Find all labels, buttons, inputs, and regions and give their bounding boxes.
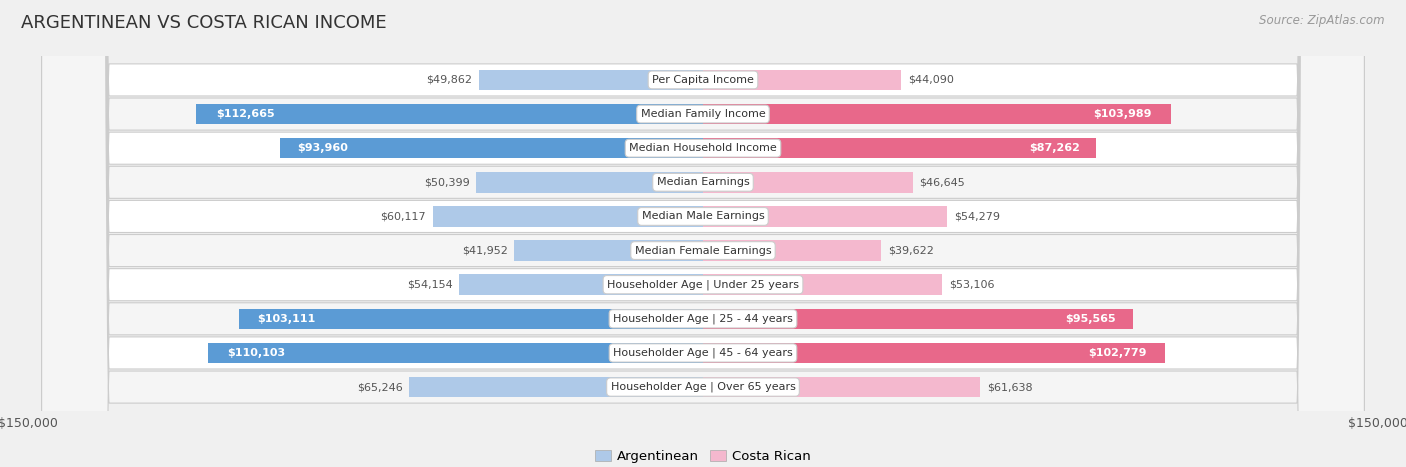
Text: $54,279: $54,279 bbox=[953, 212, 1000, 221]
Text: $103,989: $103,989 bbox=[1094, 109, 1152, 119]
Text: $95,565: $95,565 bbox=[1066, 314, 1116, 324]
Bar bbox=[703, 104, 1171, 124]
Bar bbox=[280, 138, 703, 158]
FancyBboxPatch shape bbox=[42, 0, 1364, 467]
Bar bbox=[703, 70, 901, 90]
FancyBboxPatch shape bbox=[42, 0, 1364, 467]
Bar bbox=[703, 309, 1133, 329]
Legend: Argentinean, Costa Rican: Argentinean, Costa Rican bbox=[589, 445, 817, 467]
Text: Median Female Earnings: Median Female Earnings bbox=[634, 246, 772, 255]
Bar bbox=[409, 377, 703, 397]
FancyBboxPatch shape bbox=[42, 0, 1364, 467]
Text: $93,960: $93,960 bbox=[297, 143, 349, 153]
Text: $50,399: $50,399 bbox=[423, 177, 470, 187]
Bar bbox=[460, 275, 703, 295]
Text: $44,090: $44,090 bbox=[908, 75, 955, 85]
Text: $54,154: $54,154 bbox=[406, 280, 453, 290]
Text: Median Family Income: Median Family Income bbox=[641, 109, 765, 119]
Bar bbox=[703, 343, 1166, 363]
Text: $112,665: $112,665 bbox=[217, 109, 276, 119]
Text: Median Male Earnings: Median Male Earnings bbox=[641, 212, 765, 221]
Bar bbox=[703, 275, 942, 295]
Text: $87,262: $87,262 bbox=[1029, 143, 1080, 153]
Text: $41,952: $41,952 bbox=[461, 246, 508, 255]
Text: Source: ZipAtlas.com: Source: ZipAtlas.com bbox=[1260, 14, 1385, 27]
FancyBboxPatch shape bbox=[42, 0, 1364, 467]
Text: Householder Age | 25 - 44 years: Householder Age | 25 - 44 years bbox=[613, 313, 793, 324]
Bar bbox=[703, 138, 1095, 158]
Bar bbox=[703, 377, 980, 397]
Text: Householder Age | 45 - 64 years: Householder Age | 45 - 64 years bbox=[613, 348, 793, 358]
Bar bbox=[477, 172, 703, 192]
FancyBboxPatch shape bbox=[42, 0, 1364, 467]
FancyBboxPatch shape bbox=[42, 0, 1364, 467]
Text: $102,779: $102,779 bbox=[1088, 348, 1147, 358]
Text: $39,622: $39,622 bbox=[889, 246, 934, 255]
Bar bbox=[478, 70, 703, 90]
Text: $110,103: $110,103 bbox=[228, 348, 285, 358]
Text: $46,645: $46,645 bbox=[920, 177, 966, 187]
FancyBboxPatch shape bbox=[42, 0, 1364, 467]
Text: $61,638: $61,638 bbox=[987, 382, 1032, 392]
Text: ARGENTINEAN VS COSTA RICAN INCOME: ARGENTINEAN VS COSTA RICAN INCOME bbox=[21, 14, 387, 32]
Text: $60,117: $60,117 bbox=[380, 212, 426, 221]
Bar bbox=[208, 343, 703, 363]
Text: Per Capita Income: Per Capita Income bbox=[652, 75, 754, 85]
FancyBboxPatch shape bbox=[42, 0, 1364, 467]
Bar bbox=[433, 206, 703, 226]
Text: $49,862: $49,862 bbox=[426, 75, 472, 85]
Bar bbox=[703, 206, 948, 226]
FancyBboxPatch shape bbox=[42, 0, 1364, 467]
Text: $103,111: $103,111 bbox=[257, 314, 316, 324]
Text: $65,246: $65,246 bbox=[357, 382, 402, 392]
FancyBboxPatch shape bbox=[42, 0, 1364, 467]
Text: Householder Age | Under 25 years: Householder Age | Under 25 years bbox=[607, 279, 799, 290]
Text: Householder Age | Over 65 years: Householder Age | Over 65 years bbox=[610, 382, 796, 392]
Bar bbox=[703, 172, 912, 192]
Bar bbox=[703, 241, 882, 261]
Text: $53,106: $53,106 bbox=[949, 280, 994, 290]
Bar bbox=[239, 309, 703, 329]
Text: Median Earnings: Median Earnings bbox=[657, 177, 749, 187]
Bar bbox=[195, 104, 703, 124]
Bar bbox=[515, 241, 703, 261]
Text: Median Household Income: Median Household Income bbox=[628, 143, 778, 153]
